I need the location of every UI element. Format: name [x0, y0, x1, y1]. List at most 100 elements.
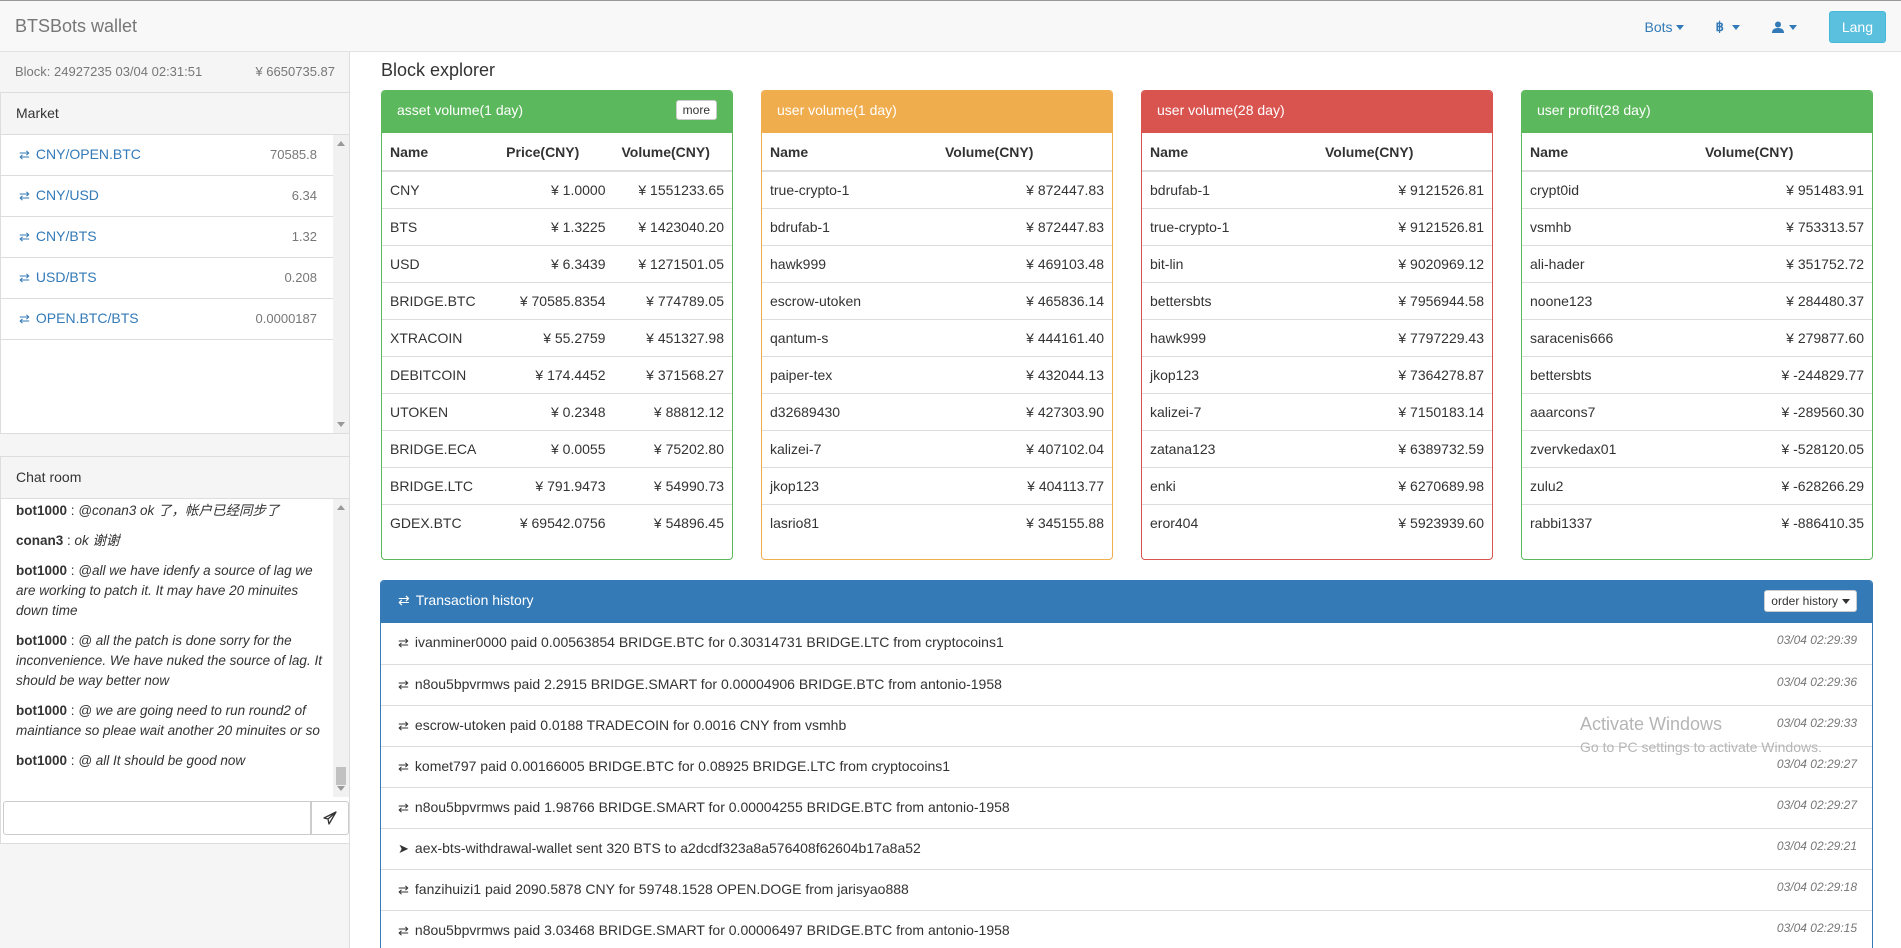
cell-name: enki	[1142, 466, 1317, 504]
send-icon	[323, 811, 337, 825]
transaction-list: ⇄ ivanminer0000 paid 0.00563854 BRIDGE.BT…	[381, 623, 1872, 948]
cell-value: ¥ 407102.04	[937, 429, 1112, 467]
table-row: vsmhb ¥ 753313.57	[1522, 207, 1872, 245]
table-row: true-crypto-1 ¥ 9121526.81	[1142, 207, 1492, 245]
cell-name: CNY	[382, 170, 499, 208]
chat-user: bot1000	[16, 563, 68, 578]
cell-value: ¥ 951483.91	[1697, 170, 1872, 208]
cell-name: bdrufab-1	[762, 207, 937, 245]
cell-name: zvervkedax01	[1522, 429, 1697, 467]
exchange-icon: ⇄	[19, 270, 30, 285]
panel-title: user volume(1 day)	[777, 102, 897, 118]
cell-value: ¥ 371568.27	[613, 355, 732, 393]
chat-user: bot1000	[16, 703, 68, 718]
cell-value: ¥ 432044.13	[937, 355, 1112, 393]
cell-value: ¥ 1423040.20	[613, 207, 732, 245]
transaction-text: n8ou5bpvrmws paid 2.2915 BRIDGE.SMART fo…	[414, 676, 1002, 692]
chat-user: bot1000	[16, 633, 68, 648]
more-button[interactable]: more	[675, 100, 717, 120]
market-scrollbar[interactable]	[333, 135, 349, 433]
market-price: 0.208	[284, 270, 317, 285]
send-icon: ➤	[398, 841, 409, 856]
panel-header: ⇄ Transaction history order history	[381, 581, 1872, 623]
user-menu[interactable]	[1771, 21, 1797, 33]
cell-name: ali-hader	[1522, 244, 1697, 282]
order-history-button[interactable]: order history	[1764, 590, 1857, 612]
app-brand[interactable]: BTSBots wallet	[15, 16, 138, 36]
chat-message: bot1000 : @all we have idenfy a source o…	[16, 563, 313, 618]
table-row: BRIDGE.ECA ¥ 0.0055 ¥ 75202.80	[382, 429, 732, 467]
cell-name: kalizei-7	[1142, 392, 1317, 430]
lang-button[interactable]: Lang	[1828, 11, 1886, 43]
market-price: 6.34	[291, 188, 317, 203]
cell-value: ¥ 7797229.43	[1317, 318, 1492, 356]
table-row: eror404 ¥ 5923939.60	[1142, 503, 1492, 541]
market-pair[interactable]: CNY/OPEN.BTC	[35, 146, 141, 162]
bitcoin-icon: ฿	[1715, 19, 1724, 34]
send-button[interactable]	[311, 801, 349, 835]
market-item[interactable]: ⇄ CNY/BTS 1.32	[1, 217, 349, 258]
transaction-row: ⇄ fanzihuizi1 paid 2090.5878 CNY for 5974…	[381, 869, 1872, 910]
user-volume-28d-table: Name Volume(CNY) bdrufab-1 ¥ 9121526.81 tr…	[1142, 133, 1492, 541]
market-item[interactable]: ⇄ OPEN.BTC/BTS 0.0000187	[1, 299, 349, 340]
market-pair[interactable]: USD/BTS	[35, 269, 97, 285]
table-row: kalizei-7 ¥ 7150183.14	[1142, 392, 1492, 430]
bots-menu-label: Bots	[1644, 19, 1673, 35]
exchange-icon: ⇄	[398, 718, 409, 733]
market-item[interactable]: ⇄ CNY/OPEN.BTC 70585.8	[1, 135, 349, 176]
scroll-down-icon[interactable]	[337, 786, 345, 791]
chat-user: bot1000	[16, 503, 68, 518]
chat-text: @all we have idenfy a source of lag we a…	[16, 563, 313, 618]
account-balance: ¥ 6650735.87	[255, 64, 335, 79]
market-item[interactable]: ⇄ USD/BTS 0.208	[1, 258, 349, 299]
bots-menu[interactable]: Bots	[1645, 19, 1684, 35]
page-title: Block explorer	[381, 60, 496, 80]
scroll-down-icon[interactable]	[337, 422, 345, 427]
cell-value: ¥ -244829.77	[1697, 355, 1872, 393]
market-pair[interactable]: OPEN.BTC/BTS	[35, 310, 139, 326]
market-pair[interactable]: CNY/USD	[35, 187, 99, 203]
chat-input[interactable]	[3, 801, 311, 835]
table-row: CNY ¥ 1.0000 ¥ 1551233.65	[382, 170, 732, 208]
market-title: Market	[1, 93, 349, 135]
bitcoin-menu[interactable]: ฿	[1716, 19, 1740, 35]
panel-header: user volume(1 day)	[762, 91, 1112, 133]
col-header: Name	[762, 133, 937, 172]
chat-input-row	[1, 795, 351, 843]
cell-value: ¥ 75202.80	[613, 429, 732, 467]
transaction-time: 03/04 02:29:33	[1776, 716, 1857, 730]
cell-name: zulu2	[1522, 466, 1697, 504]
scroll-up-icon[interactable]	[337, 141, 345, 146]
cell-name: XTRACOIN	[382, 318, 499, 356]
cell-value: ¥ 7956944.58	[1317, 281, 1492, 319]
exchange-icon: ⇄	[398, 677, 409, 692]
market-price: 70585.8	[270, 147, 317, 162]
chat-scrollbar[interactable]	[333, 499, 349, 797]
cell-name: aaarcons7	[1522, 392, 1697, 430]
table-row: zatana123 ¥ 6389732.59	[1142, 429, 1492, 467]
table-row: XTRACOIN ¥ 55.2759 ¥ 451327.98	[382, 318, 732, 356]
user-profit-28d-table: Name Volume(CNY) crypt0id ¥ 951483.91 vsmh…	[1522, 133, 1872, 541]
market-item[interactable]: ⇄ CNY/USD 6.34	[1, 176, 349, 217]
col-header: Volume(CNY)	[937, 133, 1112, 172]
table-row: bdrufab-1 ¥ 9121526.81	[1142, 170, 1492, 208]
table-row: USD ¥ 6.3439 ¥ 1271501.05	[382, 244, 732, 282]
panel-header: asset volume(1 day) more	[382, 91, 732, 133]
cell-name: paiper-tex	[762, 355, 937, 393]
market-pair[interactable]: CNY/BTS	[35, 228, 97, 244]
scroll-up-icon[interactable]	[337, 505, 345, 510]
cell-name: d32689430	[762, 392, 937, 430]
table-header-row: Name Volume(CNY)	[762, 133, 1112, 172]
chat-title: Chat room	[1, 457, 349, 499]
scroll-thumb[interactable]	[336, 767, 346, 785]
cell-value: ¥ 6389732.59	[1317, 429, 1492, 467]
chevron-down-icon	[1675, 24, 1684, 30]
transaction-time: 03/04 02:29:15	[1776, 921, 1857, 935]
cell-value: ¥ 6.3439	[498, 244, 614, 282]
cell-value: ¥ 174.4452	[498, 355, 614, 393]
transaction-time: 03/04 02:29:36	[1776, 675, 1857, 689]
asset-volume-panel: asset volume(1 day) more Name Price(CNY)…	[381, 90, 733, 560]
cell-value: ¥ 1271501.05	[613, 244, 732, 282]
table-row: hawk999 ¥ 469103.48	[762, 244, 1112, 282]
cell-name: BRIDGE.ECA	[382, 429, 499, 467]
